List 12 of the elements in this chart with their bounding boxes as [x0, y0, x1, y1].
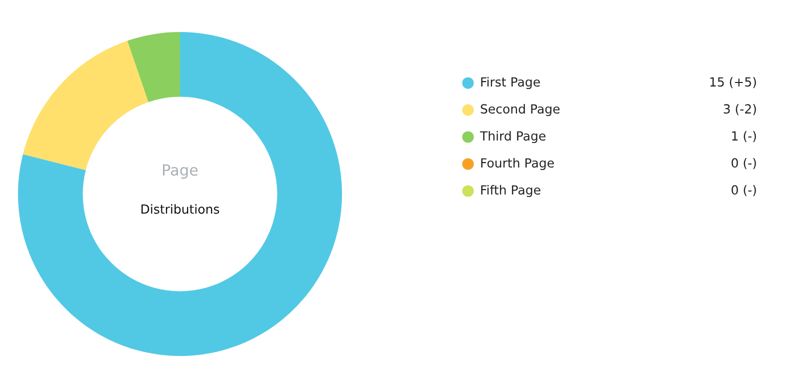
data-label: 1 (-)	[732, 130, 756, 142]
text: 0 (-)	[732, 158, 756, 170]
text: 0 (-)	[732, 184, 756, 196]
data-label: 15 (+5)	[710, 76, 756, 88]
legend-label: First Page	[481, 76, 540, 90]
legend-label: Third Page	[480, 130, 546, 144]
legend-label: Fifth Page	[481, 184, 540, 198]
text: Page	[163, 164, 198, 179]
text: Distributions	[142, 204, 220, 214]
data-label: 3 (-2)	[724, 104, 756, 116]
legend-label: Second Page	[480, 104, 560, 116]
legend-label: Fourth Page	[481, 158, 554, 170]
